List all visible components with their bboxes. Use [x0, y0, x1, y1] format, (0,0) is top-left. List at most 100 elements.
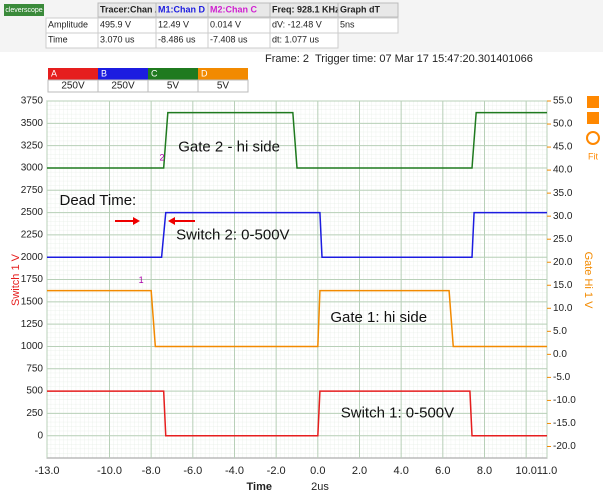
y-tick-label: 3000 [21, 163, 44, 174]
button[interactable] [586, 131, 600, 145]
y-tick-label: 1000 [21, 341, 44, 352]
side-buttons[interactable] [586, 96, 600, 145]
x-tick-label: -8.0 [142, 465, 161, 477]
y-tick-label: 1500 [21, 296, 44, 307]
cell [337, 17, 399, 34]
channel-swatch [98, 68, 148, 80]
cell-text: dV: -12.48 V [272, 19, 322, 29]
cell-text: 495.9 V [100, 19, 131, 29]
timebase: 2us [311, 481, 329, 493]
logo: cleverscope [5, 7, 42, 14]
x-tick-label: -2.0 [267, 465, 286, 477]
y-tick-label: 250 [26, 408, 43, 419]
y2-tick-label: -20.0 [553, 441, 576, 452]
cell-text: Amplitude [48, 19, 88, 29]
y-tick-label: 1250 [21, 319, 44, 330]
trace [47, 111, 547, 169]
y2-tick-label: 0.0 [553, 349, 567, 360]
cell-text: 5ns [340, 19, 355, 29]
x-tick-label: -6.0 [183, 465, 202, 477]
logo-box [4, 4, 44, 16]
y2-tick-label: 30.0 [553, 211, 573, 222]
x-tick-label: 11.0 [537, 465, 558, 477]
annotation: Switch 2: 0-500V [176, 227, 289, 244]
x-tick-label: 4.0 [394, 465, 409, 477]
channel-scale: 5V [167, 81, 180, 92]
cell-text: -8.486 us [158, 34, 196, 44]
y2-tick-label: 55.0 [553, 96, 573, 107]
cell-text: 3.070 us [100, 34, 135, 44]
trace [47, 390, 547, 437]
header: Tracer:Chan A [100, 4, 162, 14]
x-tick-label: 0.0 [310, 465, 325, 477]
annotation: 2 [160, 152, 165, 162]
y-axis-label: Switch 1 V [10, 253, 22, 306]
header: M2:Chan C [210, 4, 258, 14]
y2-tick-label: 10.0 [553, 303, 573, 314]
y-tick-label: 750 [26, 363, 43, 374]
x-tick-label: 6.0 [435, 465, 450, 477]
header: Graph dT [340, 4, 381, 14]
y2-tick-label: 15.0 [553, 280, 573, 291]
y2-tick-label: -15.0 [553, 418, 576, 429]
cell [269, 32, 339, 49]
y2-tick-label: 50.0 [553, 119, 573, 130]
y2-tick-label: 45.0 [553, 142, 573, 153]
annotation: Dead Time: [60, 192, 137, 209]
y2-tick-label: 35.0 [553, 188, 573, 199]
channel-name: B [101, 68, 107, 78]
channel-name: D [201, 68, 208, 78]
channel-scale-box [197, 79, 249, 93]
y2-tick-label: 5.0 [553, 326, 567, 337]
y-tick-label: 3500 [21, 118, 44, 129]
channel-swatch [48, 68, 98, 80]
fit-button[interactable]: Fit [588, 151, 598, 161]
x-tick-label: 8.0 [477, 465, 492, 477]
y2-tick-label: -5.0 [553, 372, 571, 383]
header-cell [337, 2, 399, 18]
annotation: Gate 2 - hi side [178, 138, 280, 155]
y2-tick-label: -10.0 [553, 395, 576, 406]
cell-text: -7.408 us [210, 34, 248, 44]
x-axis-label: Time [247, 481, 272, 493]
y-tick-label: 2500 [21, 207, 44, 218]
y-tick-label: 1750 [21, 274, 44, 285]
frame: Frame: 2 [265, 53, 309, 65]
arrowhead [133, 217, 140, 225]
y-tick-label: 3750 [21, 96, 44, 107]
channel-scale: 250V [111, 81, 135, 92]
channel-scale: 5V [217, 81, 230, 92]
annotation: Switch 1: 0-500V [341, 404, 454, 421]
y2-tick-label: 20.0 [553, 257, 573, 268]
x-tick-label: -13.0 [34, 465, 59, 477]
annotation: Gate 1: hi side [330, 309, 427, 326]
y-tick-label: 2000 [21, 252, 44, 263]
button[interactable] [587, 112, 599, 124]
y-tick-label: 2250 [21, 230, 44, 241]
y-tick-label: 2750 [21, 185, 44, 196]
x-tick-label: -4.0 [225, 465, 244, 477]
channel-name: A [51, 68, 57, 78]
cell-text: 12.49 V [158, 19, 189, 29]
x-tick-label: 2.0 [352, 465, 367, 477]
channel-name: C [151, 68, 158, 78]
y-tick-label: 3250 [21, 140, 44, 151]
y2-tick-label: 25.0 [553, 234, 573, 245]
y-tick-label: 500 [26, 386, 43, 397]
trigger: Trigger time: 07 Mar 17 15:47:20.3014010… [315, 53, 533, 65]
button[interactable] [587, 96, 599, 108]
cell-text: dt: 1.077 us [272, 34, 320, 44]
channel-swatch [148, 68, 198, 80]
trace [47, 289, 547, 348]
channel-scale: 250V [61, 81, 85, 92]
arrowhead [168, 217, 175, 225]
y-tick-label: 0 [37, 430, 43, 441]
y2-axis-label: Gate Hi 1 V [582, 252, 594, 310]
cell-text: 0.014 V [210, 19, 241, 29]
header: M1:Chan D [158, 4, 206, 14]
cell-text: Time [48, 34, 68, 44]
annotation: 1 [139, 275, 144, 285]
x-tick-label: 10.0 [515, 465, 536, 477]
